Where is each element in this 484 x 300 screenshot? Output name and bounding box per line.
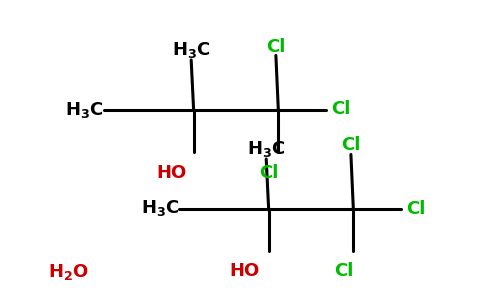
Text: HO: HO	[157, 164, 187, 181]
Text: Cl: Cl	[259, 164, 278, 181]
Text: $\mathregular{H_3C}$: $\mathregular{H_3C}$	[65, 100, 104, 119]
Text: Cl: Cl	[334, 262, 353, 280]
Text: $\mathregular{H_3C}$: $\mathregular{H_3C}$	[247, 139, 286, 159]
Text: Cl: Cl	[266, 38, 286, 56]
Text: $\mathregular{H_3C}$: $\mathregular{H_3C}$	[172, 40, 211, 60]
Text: Cl: Cl	[332, 100, 351, 118]
Text: Cl: Cl	[407, 200, 426, 217]
Text: $\mathregular{H_2O}$: $\mathregular{H_2O}$	[48, 262, 89, 283]
Text: $\mathregular{H_3C}$: $\mathregular{H_3C}$	[140, 199, 179, 218]
Text: Cl: Cl	[341, 136, 361, 154]
Text: HO: HO	[229, 262, 259, 280]
